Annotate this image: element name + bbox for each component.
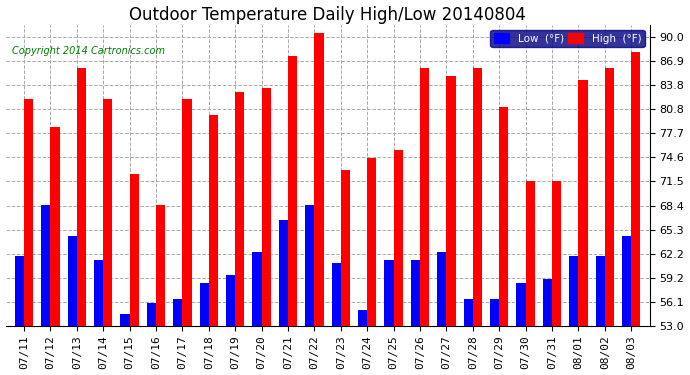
Bar [173,298,182,326]
Bar [24,99,33,326]
Bar [464,298,473,326]
Bar [332,264,341,326]
Bar [411,260,420,326]
Bar [526,182,535,326]
Bar [569,256,578,326]
Bar [367,158,377,326]
Bar [341,170,350,326]
Bar [94,260,104,326]
Bar [120,314,130,326]
Bar [552,182,561,326]
Bar [393,150,403,326]
Bar [500,107,509,326]
Bar [68,236,77,326]
Bar [77,68,86,326]
Text: Copyright 2014 Cartronics.com: Copyright 2014 Cartronics.com [12,46,165,56]
Bar [104,99,112,326]
Bar [156,205,166,326]
Title: Outdoor Temperature Daily High/Low 20140804: Outdoor Temperature Daily High/Low 20140… [129,6,526,24]
Bar [262,88,271,326]
Bar [605,68,614,326]
Bar [182,99,192,326]
Bar [130,174,139,326]
Bar [622,236,631,326]
Bar [14,256,24,326]
Bar [543,279,552,326]
Bar [226,275,235,326]
Bar [446,76,455,326]
Bar [279,220,288,326]
Bar [420,68,429,326]
Bar [315,33,324,326]
Bar [384,260,393,326]
Bar [235,92,244,326]
Bar [41,205,50,326]
Bar [209,115,218,326]
Bar [490,298,500,326]
Bar [595,256,605,326]
Bar [437,252,446,326]
Bar [305,205,315,326]
Bar [358,310,367,326]
Bar [50,127,59,326]
Bar [288,56,297,326]
Bar [199,283,209,326]
Bar [516,283,526,326]
Bar [473,68,482,326]
Legend: Low  (°F), High  (°F): Low (°F), High (°F) [491,30,644,47]
Bar [631,53,640,326]
Bar [253,252,262,326]
Bar [578,80,588,326]
Bar [147,303,156,326]
